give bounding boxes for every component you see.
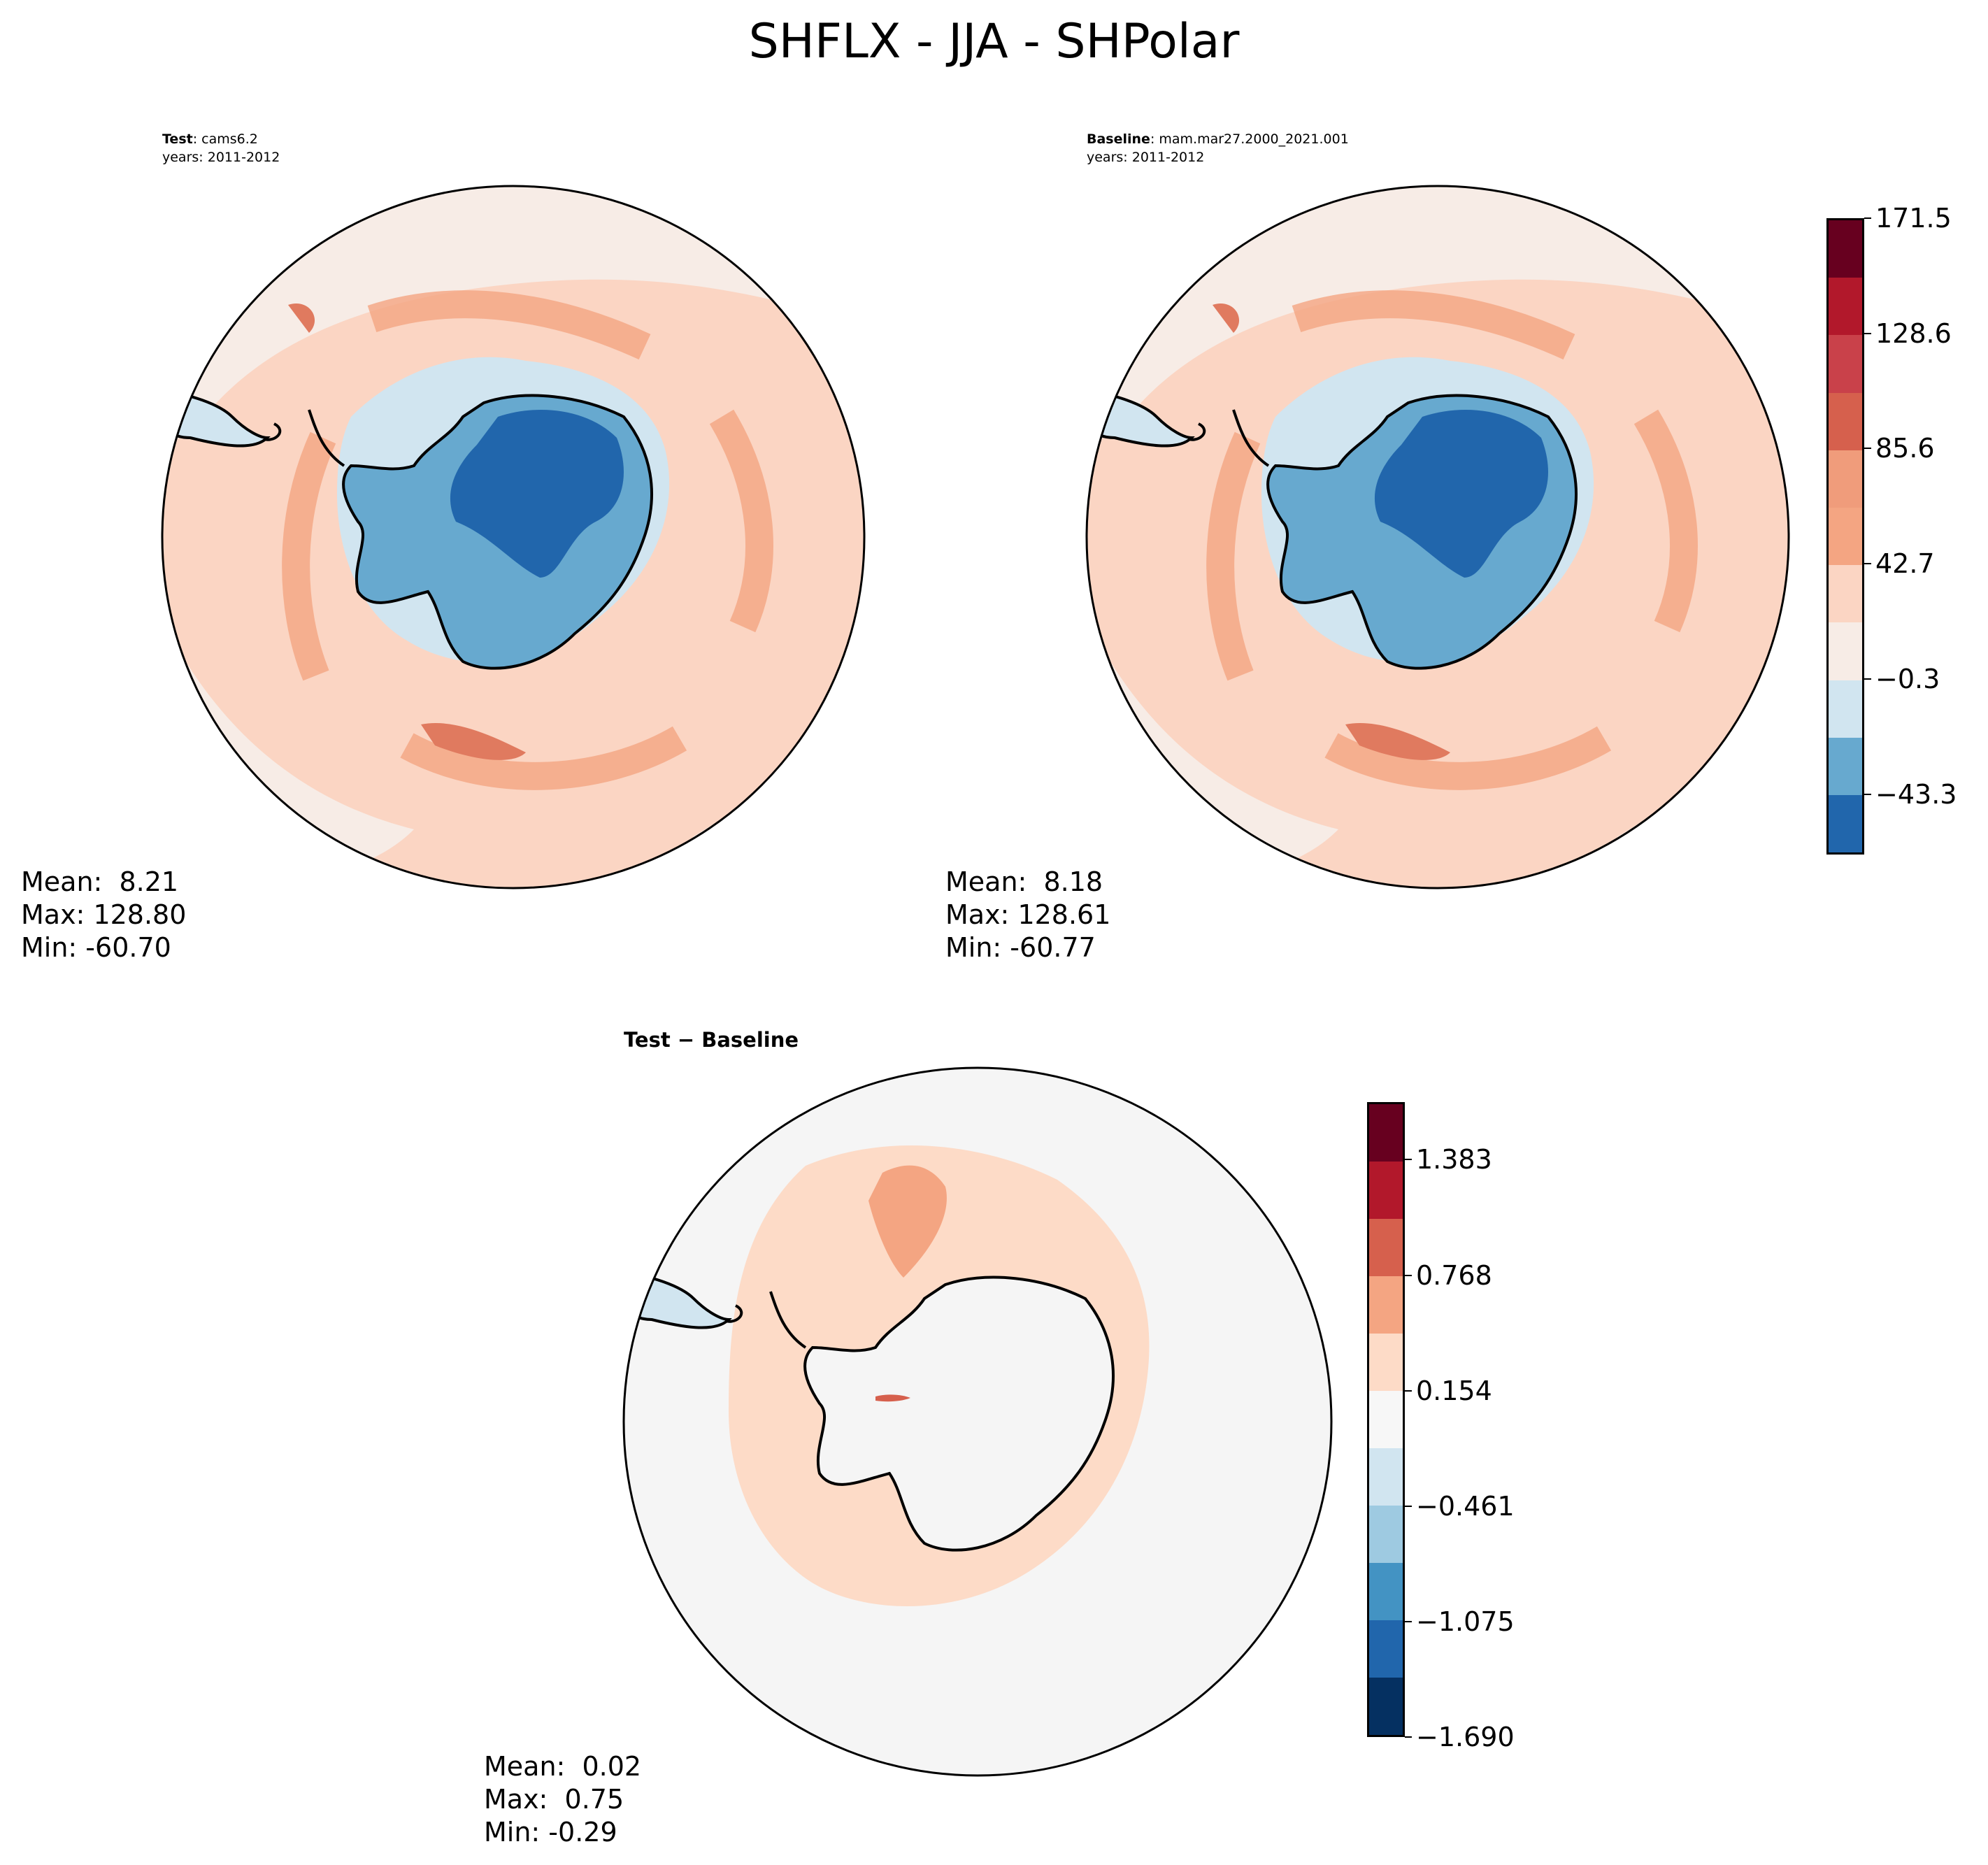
- test-panel-title: Test: cams6.2 years: 2011-2012: [162, 130, 280, 166]
- baseline-antarctica-interior: [1374, 410, 1548, 578]
- test-label: Test: [162, 131, 193, 147]
- diff-colorbar-segment: [1369, 1506, 1403, 1563]
- main-colorbar-segment: [1829, 622, 1862, 680]
- baseline-mean: Mean: 8.18: [945, 866, 1103, 897]
- diff-panel-title: Test − Baseline: [624, 1028, 799, 1052]
- main-colorbar: [1826, 218, 1864, 855]
- main-colorbar-segment: [1829, 392, 1862, 450]
- test-mean: Mean: 8.21: [21, 866, 179, 897]
- diff-colorbar-segment: [1369, 1104, 1403, 1162]
- baseline-name: mam.mar27.2000_2021.001: [1159, 131, 1349, 147]
- test-name: cams6.2: [201, 131, 258, 147]
- main-colorbar-tick-mark: [1864, 332, 1871, 334]
- main-colorbar-segment: [1829, 335, 1862, 393]
- baseline-panel-title: Baseline: mam.mar27.2000_2021.001 years:…: [1087, 130, 1349, 166]
- diff-colorbar-segment: [1369, 1678, 1403, 1735]
- test-antarctica-interior: [450, 410, 624, 578]
- main-colorbar-tick-mark: [1864, 563, 1871, 565]
- test-map: [161, 185, 866, 889]
- main-colorbar-tick-label: 85.6: [1875, 433, 1935, 464]
- diff-colorbar-segment: [1369, 1334, 1403, 1391]
- diff-colorbar-tick-mark: [1405, 1274, 1412, 1276]
- test-min: Min: -60.70: [21, 932, 171, 963]
- test-warm-ring: [282, 290, 773, 790]
- baseline-label: Baseline: [1087, 131, 1150, 147]
- diff-colorbar-tick-mark: [1405, 1390, 1412, 1392]
- diff-colorbar-tick-mark: [1405, 1620, 1412, 1622]
- baseline-warm-ring: [1206, 290, 1698, 790]
- baseline-years: years: 2011-2012: [1087, 150, 1205, 165]
- main-colorbar-tick-label: −0.3: [1875, 663, 1940, 694]
- main-colorbar-tick-mark: [1864, 793, 1871, 795]
- main-colorbar-tick-label: 171.5: [1875, 203, 1952, 234]
- diff-stats: Mean: 0.02 Max: 0.75 Min: -0.29: [484, 1750, 641, 1849]
- diff-colorbar-segment: [1369, 1620, 1403, 1678]
- main-colorbar-segment: [1829, 737, 1862, 795]
- baseline-max: Max: 128.61: [945, 899, 1111, 930]
- baseline-min: Min: -60.77: [945, 932, 1096, 963]
- diff-colorbar-segment: [1369, 1563, 1403, 1620]
- main-colorbar-segment: [1829, 680, 1862, 738]
- main-colorbar-segment: [1829, 278, 1862, 336]
- main-colorbar-tick-label: 128.6: [1875, 317, 1952, 349]
- baseline-map: [1085, 185, 1790, 889]
- test-map-border: [161, 185, 866, 889]
- test-sep: :: [192, 131, 202, 147]
- diff-colorbar-tick-label: −0.461: [1416, 1491, 1515, 1522]
- main-colorbar-tick-mark: [1864, 217, 1871, 219]
- figure-title: SHFLX - JJA - SHPolar: [748, 14, 1240, 69]
- diff-colorbar-segment: [1369, 1162, 1403, 1219]
- diff-colorbar: [1367, 1102, 1405, 1737]
- test-max: Max: 128.80: [21, 899, 187, 930]
- main-colorbar-tick-mark: [1864, 678, 1871, 680]
- diff-colorbar-tick-mark: [1405, 1736, 1412, 1738]
- main-colorbar-tick-mark: [1864, 448, 1871, 450]
- diff-colorbar-segment: [1369, 1391, 1403, 1448]
- main-colorbar-segment: [1829, 450, 1862, 508]
- baseline-sep: :: [1150, 131, 1159, 147]
- diff-map: [622, 1066, 1333, 1777]
- main-colorbar-tick-label: 42.7: [1875, 548, 1935, 580]
- diff-colorbar-segment: [1369, 1448, 1403, 1506]
- diff-colorbar-tick-label: 0.768: [1416, 1259, 1492, 1291]
- diff-mean: Mean: 0.02: [484, 1751, 642, 1782]
- main-colorbar-segment: [1829, 507, 1862, 566]
- main-colorbar-segment: [1829, 565, 1862, 623]
- baseline-stats: Mean: 8.18 Max: 128.61 Min: -60.77: [945, 866, 1110, 964]
- diff-colorbar-segment: [1369, 1276, 1403, 1334]
- diff-colorbar-tick-label: −1.690: [1416, 1722, 1515, 1752]
- main-colorbar-tick-label: −43.3: [1875, 778, 1957, 810]
- diff-red-streak: [875, 1394, 910, 1402]
- diff-map-border: [622, 1066, 1333, 1777]
- diff-colorbar-tick-label: 0.154: [1416, 1375, 1492, 1407]
- diff-max: Max: 0.75: [484, 1784, 624, 1815]
- diff-colorbar-tick-mark: [1405, 1506, 1412, 1508]
- diff-colorbar-tick-mark: [1405, 1158, 1412, 1160]
- diff-positive-strong: [868, 1165, 947, 1278]
- main-colorbar-segment: [1829, 220, 1862, 278]
- main-colorbar-segment: [1829, 794, 1862, 853]
- diff-colorbar-segment: [1369, 1219, 1403, 1276]
- test-years: years: 2011-2012: [162, 150, 280, 165]
- diff-colorbar-tick-label: 1.383: [1416, 1143, 1492, 1175]
- diff-colorbar-tick-label: −1.075: [1416, 1606, 1515, 1637]
- baseline-map-border: [1085, 185, 1790, 889]
- diff-antarctica: [803, 1276, 1115, 1552]
- diff-min: Min: -0.29: [484, 1817, 617, 1848]
- test-stats: Mean: 8.21 Max: 128.80 Min: -60.70: [21, 866, 186, 964]
